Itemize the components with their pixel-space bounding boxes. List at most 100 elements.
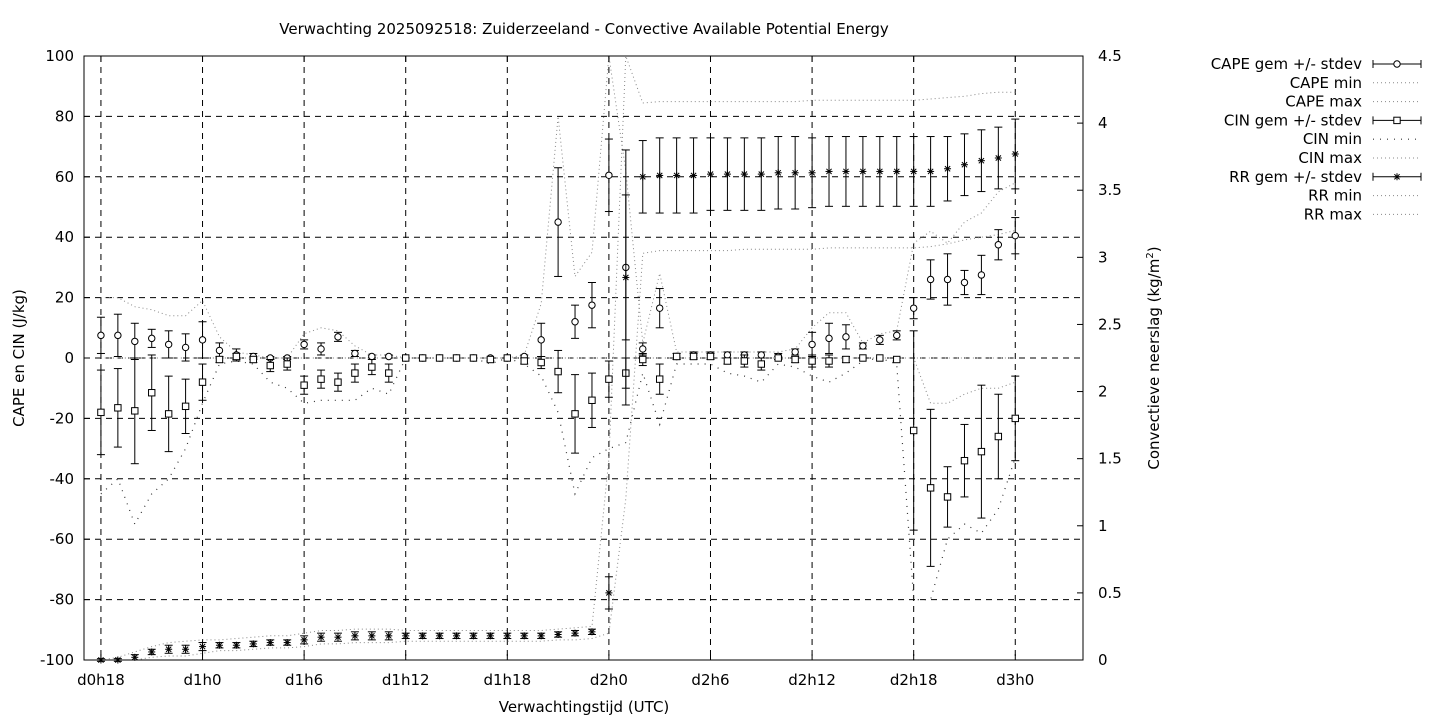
rr-star-stroke <box>555 631 562 638</box>
y2-label-sup: 2 <box>1145 252 1156 258</box>
cape-point <box>198 336 207 344</box>
rr-star-stroke <box>707 171 714 178</box>
rr-star-stroke <box>521 632 528 639</box>
rr-point <box>571 629 579 637</box>
rr-point <box>740 170 748 178</box>
chart-title: Verwachting 2025092518: Zuiderzeeland - … <box>279 20 889 38</box>
rr-star-stroke <box>165 646 172 653</box>
cin-point <box>232 352 241 361</box>
y-tick-label: 20 <box>55 289 74 307</box>
rr-point <box>893 167 901 175</box>
rr-point <box>977 157 985 165</box>
rr-point <box>165 645 173 653</box>
cin-point <box>842 355 850 364</box>
cin-point <box>283 360 291 368</box>
rr-point <box>910 167 918 175</box>
rr-point <box>300 636 308 644</box>
rr-point <box>419 632 427 640</box>
rr-point <box>520 632 528 640</box>
rr-point <box>605 589 613 597</box>
rr-point <box>283 639 291 647</box>
x-tick-label: d1h6 <box>285 671 323 689</box>
cape-point <box>215 346 224 355</box>
cape-point <box>977 271 986 279</box>
legend-label: CAPE gem +/- stdev <box>1211 55 1362 73</box>
cin-point <box>486 355 495 364</box>
cin-point <box>943 493 952 501</box>
rr-star-stroke <box>724 171 731 178</box>
rr-point <box>859 167 867 175</box>
cape-point <box>757 351 765 359</box>
legend-label: CIN max <box>1298 149 1362 167</box>
x-tick-label: d2h18 <box>890 671 938 689</box>
rr-point <box>1011 150 1019 158</box>
legend-marker-circle <box>1393 60 1401 68</box>
cape-point <box>825 334 833 343</box>
cape-point <box>114 331 122 340</box>
y-tick-label: 0 <box>64 349 74 367</box>
y-tick-label: -100 <box>40 651 74 669</box>
cin-point <box>368 363 376 371</box>
cin-point <box>808 357 816 365</box>
y-tick-label: -80 <box>50 591 75 609</box>
rr-point <box>317 633 325 641</box>
rr-point <box>673 171 681 179</box>
legend-label: CAPE max <box>1285 93 1362 111</box>
cin-point <box>960 456 969 465</box>
rr-point <box>402 632 410 640</box>
rr-point <box>808 169 816 177</box>
x-axis-label: Verwachtingstijd (UTC) <box>499 698 670 716</box>
rr-star-stroke <box>605 589 612 596</box>
cin-point <box>181 402 190 411</box>
y-tick-label: 100 <box>45 47 74 65</box>
x-tick-label: d1h0 <box>183 671 221 689</box>
y-tick-label: 80 <box>55 107 74 125</box>
legend-marker-square <box>1393 116 1401 125</box>
cape-point <box>588 301 596 309</box>
cin-point <box>757 360 765 368</box>
y2-label-end: ) <box>1145 246 1163 252</box>
y-tick-label: 40 <box>55 228 74 246</box>
rr-point <box>469 632 477 640</box>
rr-point <box>453 632 461 640</box>
y2-tick-label: 4 <box>1098 114 1108 132</box>
cape-point <box>571 318 579 326</box>
rr-point <box>351 632 359 640</box>
x-tick-label: d1h12 <box>382 671 430 689</box>
cin-point <box>825 357 833 365</box>
legend-label: RR min <box>1308 187 1362 205</box>
cin-point <box>909 426 918 435</box>
rr-star-stroke <box>453 632 460 639</box>
rr-point <box>825 167 833 175</box>
cin-point <box>402 354 410 362</box>
y2-tick-label: 4.5 <box>1098 47 1122 65</box>
rr-point <box>876 167 884 175</box>
legend-label: RR gem +/- stdev <box>1229 168 1362 186</box>
cin-point <box>994 432 1003 441</box>
cin-point <box>164 410 173 418</box>
cin-point <box>740 357 749 365</box>
rr-point <box>842 167 850 175</box>
y2-tick-label: 1 <box>1098 517 1108 535</box>
cin-point <box>317 375 325 383</box>
y2-tick-label: 2.5 <box>1098 315 1122 333</box>
rr-star-stroke <box>351 632 358 639</box>
cape-point <box>300 340 308 349</box>
cin-point <box>859 354 867 362</box>
cin-point <box>791 355 799 364</box>
cape-point <box>334 333 342 341</box>
rr-point <box>368 632 376 640</box>
cin-point <box>198 378 207 386</box>
cape-point <box>876 336 884 344</box>
cin-point <box>435 354 444 362</box>
y2-tick-label: 3 <box>1098 248 1108 266</box>
cape-point <box>893 331 901 340</box>
rr-star-stroke <box>741 171 748 178</box>
rr-point <box>232 641 240 649</box>
x-tick-label: d3h0 <box>996 671 1034 689</box>
rr-star-stroke <box>978 157 985 164</box>
rr-star-stroke <box>995 155 1002 161</box>
rr-star-stroke <box>910 168 917 175</box>
cape-point <box>368 352 376 361</box>
